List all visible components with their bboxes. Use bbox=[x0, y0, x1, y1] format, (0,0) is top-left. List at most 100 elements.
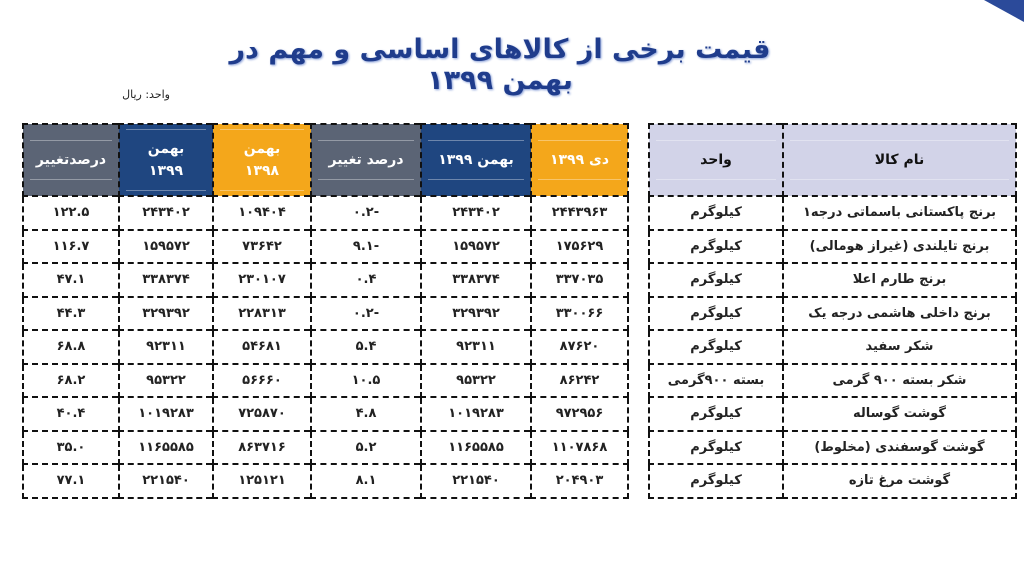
table-cell: ۵.۲ bbox=[310, 429, 422, 465]
table-cell: ۱۲۲.۵ bbox=[22, 195, 120, 231]
table-row: ۳۳۷۰۳۵ ۳۳۸۳۷۴ ۰.۴ ۲۳۰۱۰۷ ۳۳۸۳۷۴ ۴۷.۱ bbox=[22, 262, 629, 298]
unit-cell: کیلوگرم bbox=[648, 429, 784, 465]
header-line: درصد تغییر bbox=[328, 152, 404, 168]
corner-decoration bbox=[984, 0, 1024, 22]
table-cell: ۵۶۶۶۰ bbox=[212, 362, 312, 398]
table-row: ۹۷۲۹۵۶ ۱۰۱۹۲۸۳ ۴.۸ ۷۲۵۸۷۰ ۱۰۱۹۲۸۳ ۴۰.۴ bbox=[22, 396, 629, 432]
table-cell: ۲۲۸۳۱۳ bbox=[212, 295, 312, 331]
table-cell: -۰.۲ bbox=[310, 195, 422, 231]
table-row: برنج تایلندی (غیراز هومالی) کیلوگرم bbox=[648, 228, 1017, 264]
table-cell: ۳۵.۰ bbox=[22, 429, 120, 465]
header-unit: واحد bbox=[648, 123, 784, 197]
table-cell: ۶۸.۸ bbox=[22, 329, 120, 365]
table-cell: ۱۲۵۱۲۱ bbox=[212, 463, 312, 499]
table-cell: ۷۳۶۴۲ bbox=[212, 228, 312, 264]
table-row: ۲۰۴۹۰۳ ۲۲۱۵۴۰ ۸.۱ ۱۲۵۱۲۱ ۲۲۱۵۴۰ ۷۷.۱ bbox=[22, 463, 629, 499]
table-row: ۸۶۲۴۲ ۹۵۳۲۲ ۱۰.۵ ۵۶۶۶۰ ۹۵۳۲۲ ۶۸.۲ bbox=[22, 362, 629, 398]
table-cell: ۱۰.۵ bbox=[310, 362, 422, 398]
table-cell: ۱۵۹۵۷۲ bbox=[420, 228, 532, 264]
table-cell: ۱۷۵۶۲۹ bbox=[530, 228, 629, 264]
unit-cell: کیلوگرم bbox=[648, 329, 784, 365]
unit-label: واحد: ریال bbox=[122, 88, 170, 101]
goods-name-cell: شکر بسته ۹۰۰ گرمی bbox=[782, 362, 1017, 398]
goods-name-cell: گوشت گوساله bbox=[782, 396, 1017, 432]
table-cell: ۲۲۱۵۴۰ bbox=[420, 463, 532, 499]
table-cell: ۲۳۰۱۰۷ bbox=[212, 262, 312, 298]
table-row: گوشت گوساله کیلوگرم bbox=[648, 396, 1017, 432]
table-cell: ۹۵۳۲۲ bbox=[420, 362, 532, 398]
table-cell: ۸.۱ bbox=[310, 463, 422, 499]
header-line: بهمن bbox=[147, 141, 185, 157]
table-cell: ۱۱۰۷۸۶۸ bbox=[530, 429, 629, 465]
table-cell: ۱۵۹۵۷۲ bbox=[118, 228, 214, 264]
table-row: ۱۷۵۶۲۹ ۱۵۹۵۷۲ -۹.۱ ۷۳۶۴۲ ۱۵۹۵۷۲ ۱۱۶.۷ bbox=[22, 228, 629, 264]
header-line: بهمن bbox=[243, 141, 281, 157]
table-cell: -۰.۲ bbox=[310, 295, 422, 331]
table-cell: ۸۶۳۷۱۶ bbox=[212, 429, 312, 465]
table-cell: -۹.۱ bbox=[310, 228, 422, 264]
table-row: برنج طارم اعلا کیلوگرم bbox=[648, 262, 1017, 298]
table-cell: ۲۴۳۴۰۲ bbox=[420, 195, 532, 231]
table-row: ۳۳۰۰۶۶ ۳۲۹۳۹۲ -۰.۲ ۲۲۸۳۱۳ ۳۲۹۳۹۲ ۴۴.۳ bbox=[22, 295, 629, 331]
table-cell: ۲۴۳۴۰۲ bbox=[118, 195, 214, 231]
table-row: ۲۴۴۳۹۶۳ ۲۴۳۴۰۲ -۰.۲ ۱۰۹۴۰۴ ۲۴۳۴۰۲ ۱۲۲.۵ bbox=[22, 195, 629, 231]
header-bahman-1398: بهمن ۱۳۹۸ bbox=[212, 123, 312, 197]
table-row: برنج داخلی هاشمی درجه یک کیلوگرم bbox=[648, 295, 1017, 331]
table-cell: ۱۰۱۹۲۸۳ bbox=[118, 396, 214, 432]
table-cell: ۹۷۲۹۵۶ bbox=[530, 396, 629, 432]
header-goods-name: نام کالا bbox=[782, 123, 1017, 197]
header-bahman-1399: بهمن ۱۳۹۹ bbox=[420, 123, 532, 197]
table-cell: ۸۶۲۴۲ bbox=[530, 362, 629, 398]
table-cell: ۳۳۰۰۶۶ bbox=[530, 295, 629, 331]
table-cell: ۵.۴ bbox=[310, 329, 422, 365]
table-cell: ۱۱۶۵۵۸۵ bbox=[420, 429, 532, 465]
unit-cell: کیلوگرم bbox=[648, 396, 784, 432]
table-cell: ۴.۸ bbox=[310, 396, 422, 432]
table-cell: ۹۵۳۲۲ bbox=[118, 362, 214, 398]
table-cell: ۳۳۸۳۷۴ bbox=[420, 262, 532, 298]
table-cell: ۹۲۳۱۱ bbox=[118, 329, 214, 365]
unit-cell: کیلوگرم bbox=[648, 295, 784, 331]
goods-name-cell: برنج پاکستانی باسماتی درجه۱ bbox=[782, 195, 1017, 231]
table-row: گوشت مرغ تازه کیلوگرم bbox=[648, 463, 1017, 499]
table-cell: ۱۱۶۵۵۸۵ bbox=[118, 429, 214, 465]
header-line: ۱۳۹۹ bbox=[148, 163, 184, 179]
goods-name-cell: گوشت گوسفندی (مخلوط) bbox=[782, 429, 1017, 465]
table-cell: ۳۳۸۳۷۴ bbox=[118, 262, 214, 298]
table-row: گوشت گوسفندی (مخلوط) کیلوگرم bbox=[648, 429, 1017, 465]
table-row: ۱۱۰۷۸۶۸ ۱۱۶۵۵۸۵ ۵.۲ ۸۶۳۷۱۶ ۱۱۶۵۵۸۵ ۳۵.۰ bbox=[22, 429, 629, 465]
header-change-percent-yearly: درصدتغییر bbox=[22, 123, 120, 197]
table-cell: ۰.۴ bbox=[310, 262, 422, 298]
table-cell: ۷۷.۱ bbox=[22, 463, 120, 499]
table-cell: ۴۰.۴ bbox=[22, 396, 120, 432]
header-line: دی ۱۳۹۹ bbox=[549, 152, 610, 168]
table-cell: ۶۸.۲ bbox=[22, 362, 120, 398]
goods-name-cell: برنج طارم اعلا bbox=[782, 262, 1017, 298]
table-row: ۸۷۶۲۰ ۹۲۳۱۱ ۵.۴ ۵۴۶۸۱ ۹۲۳۱۱ ۶۸.۸ bbox=[22, 329, 629, 365]
unit-cell: کیلوگرم bbox=[648, 228, 784, 264]
table-cell: ۴۷.۱ bbox=[22, 262, 120, 298]
table-row: شکر بسته ۹۰۰ گرمی بسته ۹۰۰گرمی bbox=[648, 362, 1017, 398]
header-dey-1399: دی ۱۳۹۹ bbox=[530, 123, 629, 197]
goods-name-cell: برنج تایلندی (غیراز هومالی) bbox=[782, 228, 1017, 264]
table-cell: ۵۴۶۸۱ bbox=[212, 329, 312, 365]
unit-cell: کیلوگرم bbox=[648, 195, 784, 231]
header-bahman-1399-b: بهمن ۱۳۹۹ bbox=[118, 123, 214, 197]
goods-table: نام کالا واحد برنج پاکستانی باسماتی درجه… bbox=[648, 123, 1017, 499]
table-cell: ۳۲۹۳۹۲ bbox=[420, 295, 532, 331]
goods-name-cell: گوشت مرغ تازه bbox=[782, 463, 1017, 499]
table-row: شکر سفید کیلوگرم bbox=[648, 329, 1017, 365]
header-change-percent-monthly: درصد تغییر bbox=[310, 123, 422, 197]
table-cell: ۳۲۹۳۹۲ bbox=[118, 295, 214, 331]
unit-cell: کیلوگرم bbox=[648, 262, 784, 298]
page-title: قیمت برخی از کالاهای اساسی و مهم در بهمن… bbox=[229, 34, 771, 96]
table-cell: ۱۰۹۴۰۴ bbox=[212, 195, 312, 231]
table-row: برنج پاکستانی باسماتی درجه۱ کیلوگرم bbox=[648, 195, 1017, 231]
table-cell: ۱۰۱۹۲۸۳ bbox=[420, 396, 532, 432]
table-cell: ۱۱۶.۷ bbox=[22, 228, 120, 264]
header-line: ۱۳۹۸ bbox=[244, 163, 280, 179]
table-cell: ۸۷۶۲۰ bbox=[530, 329, 629, 365]
table-cell: ۷۲۵۸۷۰ bbox=[212, 396, 312, 432]
unit-cell: بسته ۹۰۰گرمی bbox=[648, 362, 784, 398]
table-cell: ۳۳۷۰۳۵ bbox=[530, 262, 629, 298]
